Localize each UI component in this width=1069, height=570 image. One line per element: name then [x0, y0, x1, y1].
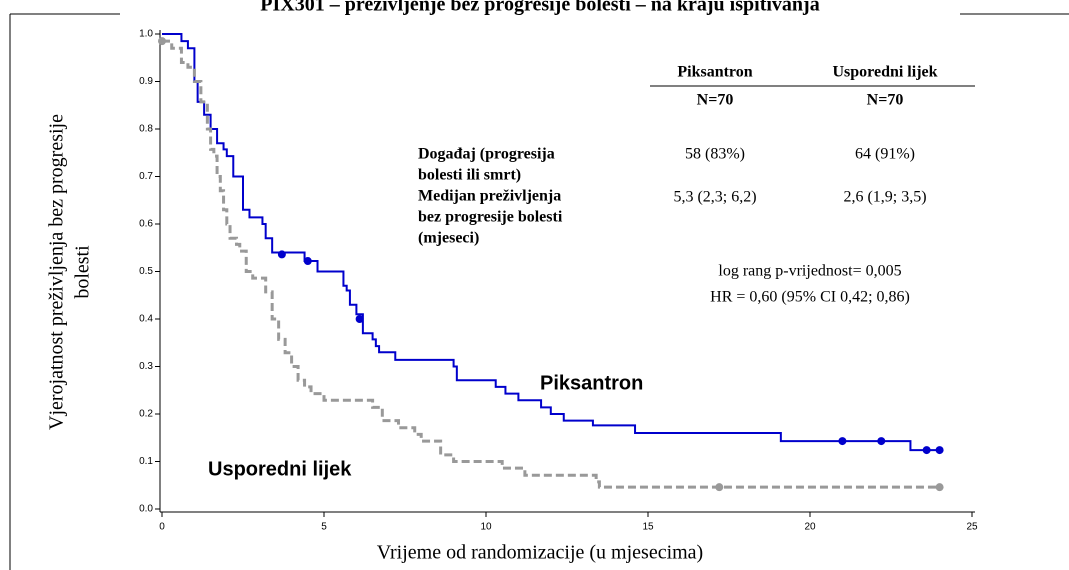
x-tick-label: 15	[642, 522, 654, 533]
table-cell: 64 (91%)	[855, 146, 915, 163]
annotation: log rang p-vrijednost= 0,005	[718, 263, 901, 280]
y-tick-label: 0.5	[139, 266, 153, 277]
table-n: N=70	[697, 92, 734, 109]
chart-title: PIX301 – preživljenje bez progresije bol…	[260, 0, 819, 16]
censor-mark	[935, 446, 944, 455]
series-label: Usporedni lijek	[208, 458, 352, 480]
censor-mark	[877, 437, 886, 446]
y-tick-label: 1.0	[139, 29, 153, 40]
y-tick-label: 0.2	[139, 409, 153, 420]
table-header: Usporedni lijek	[832, 64, 937, 81]
x-tick-label: 20	[804, 522, 816, 533]
censor-mark	[715, 483, 724, 492]
table-cell: 2,6 (1,9; 3,5)	[843, 189, 926, 206]
y-tick-label: 0.8	[139, 124, 153, 135]
x-tick-label: 25	[966, 522, 978, 533]
x-axis-label: Vrijeme od randomizacije (u mjesecima)	[377, 542, 703, 564]
censor-mark	[922, 446, 931, 455]
survival-curve	[162, 39, 940, 489]
table-cell: 5,3 (2,3; 6,2)	[673, 189, 756, 206]
survival-curve	[162, 33, 940, 452]
annotation: HR = 0,60 (95% CI 0,42; 0,86)	[710, 289, 910, 306]
x-tick-label: 5	[321, 522, 327, 533]
row-label: Događaj (progresija	[418, 146, 555, 163]
y-tick-label: 0.7	[139, 171, 153, 182]
row-label: bolesti ili smrt)	[418, 167, 521, 184]
y-tick-label: 0.1	[139, 456, 153, 467]
censor-mark	[303, 257, 312, 266]
row-label: Medijan preživljenja	[418, 188, 561, 205]
table-n: N=70	[867, 92, 904, 109]
y-tick-label: 0.6	[139, 219, 153, 230]
y-axis-label: bolesti	[72, 245, 94, 299]
censor-mark	[355, 315, 364, 323]
censor-mark	[277, 250, 286, 259]
y-tick-label: 0.9	[139, 76, 153, 87]
x-tick-label: 10	[480, 522, 492, 533]
row-label: (mjeseci)	[418, 230, 479, 247]
series-label: Piksantron	[540, 372, 643, 394]
y-tick-label: 0.3	[139, 361, 153, 372]
censor-mark	[935, 483, 944, 492]
y-tick-label: 0.0	[139, 504, 153, 515]
row-label: bez progresije bolesti	[418, 209, 563, 226]
censor-mark	[838, 437, 847, 446]
title-bg	[120, 0, 960, 18]
x-tick-label: 0	[159, 522, 165, 533]
y-tick-label: 0.4	[139, 314, 153, 325]
table-cell: 58 (83%)	[685, 146, 745, 163]
y-axis-label: Vjerojatnost preživljenja bez progresije	[46, 114, 68, 430]
table-header: Piksantron	[677, 64, 752, 81]
censor-mark	[158, 37, 166, 46]
